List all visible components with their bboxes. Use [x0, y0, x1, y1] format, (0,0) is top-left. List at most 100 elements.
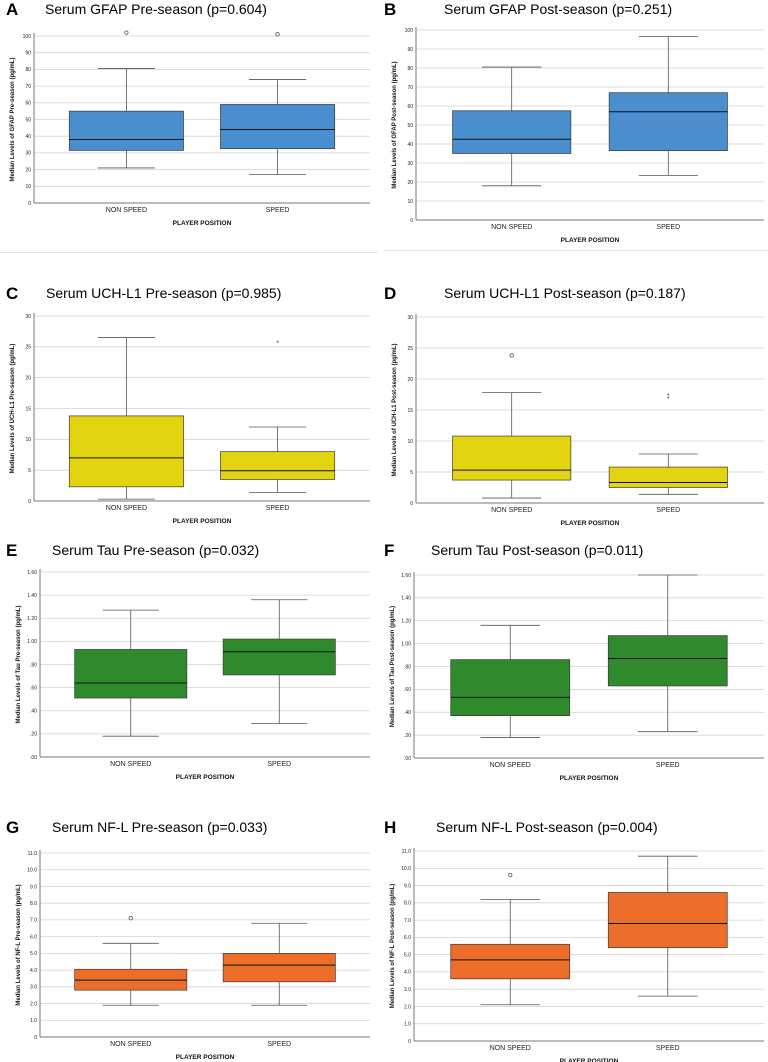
x-category-label: NON SPEED	[490, 1045, 531, 1052]
panel-separator	[0, 252, 378, 253]
box-speed	[222, 953, 336, 983]
outlier-non-speed	[509, 353, 514, 358]
chart-title: Serum UCH-L1 Post-season (p=0.187)	[444, 285, 686, 301]
y-tick-label: 40	[25, 134, 31, 140]
y-tick-label: 10	[407, 199, 413, 205]
panel-letter: H	[384, 818, 397, 837]
box-speed	[220, 104, 336, 150]
y-tick-label: 60	[25, 101, 31, 107]
box-non-speed	[68, 110, 184, 151]
y-axis-title: Median Levels of Tau Pre-season (pg/mL)	[16, 606, 22, 724]
y-tick-label: 10	[25, 184, 31, 190]
y-tick-label: 1.60	[27, 570, 37, 576]
panel-c: C Serum UCH-L1 Pre-season (p=0.985) 0 5 10 15…	[0, 280, 378, 530]
y-axis-title: Median Levels of GFAP Pre-season (pg/mL)	[10, 58, 16, 182]
y-tick-label: 20	[407, 377, 413, 383]
x-category-label: SPEED	[656, 762, 680, 769]
panel-e: E Serum Tau Pre-season (p=0.032) .00 .20 .40…	[0, 537, 378, 787]
y-tick-label: 30	[407, 161, 413, 167]
y-tick-label: 100	[23, 34, 32, 40]
box-non-speed	[452, 110, 572, 154]
y-tick-label: 5	[28, 468, 31, 474]
y-tick-label: 80	[25, 67, 31, 73]
panel-letter: A	[6, 0, 19, 19]
box-speed	[608, 92, 728, 151]
y-axis-title: Median Levels of UCH-L1 Post-season (pg/…	[392, 343, 398, 476]
y-tick-label: 1.40	[27, 593, 37, 599]
chart-svg: 0 10 20 30 40 50 60 70 80 90 100 NON SPEED SPEED PLAY…	[392, 27, 764, 244]
box-non-speed	[452, 435, 572, 481]
y-tick-label: .40	[404, 710, 411, 716]
chart-title: Serum Tau Post-season (p=0.011)	[431, 542, 644, 558]
y-tick-label: 3.0	[404, 987, 411, 993]
panel-h: H Serum NF-L Post-season (p=0.004) 0 1.0 2.0…	[384, 818, 768, 1062]
y-tick-label: 15	[25, 406, 31, 412]
y-tick-label: 1.40	[401, 596, 411, 602]
outlier-speed: *	[276, 341, 279, 348]
y-tick-label: 20	[407, 180, 413, 186]
y-tick-label: 5.0	[404, 952, 411, 958]
panel-b: B Serum GFAP Post-season (p=0.251) 0 10 20 30…	[384, 0, 768, 258]
x-category-label: NON SPEED	[491, 224, 532, 231]
panel-d: D Serum UCH-L1 Post-season (p=0.187) 0 5 10 1…	[384, 280, 768, 530]
y-tick-label: 0	[410, 218, 413, 224]
x-axis-title: PLAYER POSITION	[176, 1054, 235, 1061]
x-category-label: NON SPEED	[110, 761, 151, 768]
chart-title: Serum NF-L Post-season (p=0.004)	[436, 819, 658, 835]
y-tick-label: 0	[28, 201, 31, 207]
y-tick-label: 20	[25, 167, 31, 173]
box-non-speed	[450, 943, 571, 980]
y-tick-label: 70	[25, 84, 31, 90]
y-tick-label: 30	[407, 315, 413, 321]
box-speed	[607, 892, 728, 949]
panel-g: G Serum NF-L Pre-season (p=0.033) 0 1.0 2.0 3…	[0, 818, 378, 1062]
x-category-label: SPEED	[266, 207, 290, 214]
y-tick-label: 50	[25, 117, 31, 123]
y-tick-label: 2.0	[30, 1001, 37, 1007]
y-tick-label: 9.0	[404, 883, 411, 889]
panel-letter: D	[384, 284, 397, 303]
panel-f: F Serum Tau Post-season (p=0.011) .00 .20 .4…	[384, 537, 768, 787]
y-tick-label: 4.0	[404, 970, 411, 976]
y-tick-label: 30	[25, 151, 31, 157]
y-tick-label: 2.0	[404, 1004, 411, 1010]
box-speed	[607, 635, 728, 687]
y-tick-label: 60	[407, 104, 413, 110]
y-tick-label: 30	[25, 314, 31, 320]
x-axis-title: PLAYER POSITION	[561, 237, 620, 244]
y-tick-label: 0	[34, 1035, 37, 1041]
y-tick-label: 90	[25, 51, 31, 57]
box-speed	[220, 451, 336, 480]
panel-separator	[384, 250, 768, 251]
y-tick-label: 40	[407, 142, 413, 148]
y-tick-label: 8.0	[404, 901, 411, 907]
x-axis-title: PLAYER POSITION	[173, 220, 232, 227]
y-axis-title: Median Levels of NF-L Pre-season (pg/mL)	[16, 884, 22, 1005]
box-non-speed	[450, 659, 571, 717]
box-speed	[608, 466, 728, 488]
x-category-label: SPEED	[267, 1041, 291, 1048]
y-tick-label: 7.0	[30, 918, 37, 924]
y-tick-label: 1.20	[401, 619, 411, 625]
x-category-label: NON SPEED	[491, 507, 532, 514]
y-tick-label: 1.00	[401, 641, 411, 647]
chart-svg: 0 1.0 2.0 3.0 4.0 5.0 6.0 7.0 8.0 9.0 10.0 11.0 NON …	[16, 850, 370, 1061]
y-tick-label: 3.0	[30, 985, 37, 991]
outlier-speed: *	[667, 393, 670, 400]
panel-letter: F	[384, 541, 395, 560]
outlier-speed	[275, 32, 280, 37]
chart-svg: 0 10 20 30 40 50 60 70 80 90 100 NON SPEED SPEED PLAY…	[10, 30, 370, 227]
y-tick-label: 0	[408, 1039, 411, 1045]
y-tick-label: .40	[30, 709, 37, 715]
chart-title: Serum GFAP Pre-season (p=0.604)	[45, 1, 267, 17]
x-axis-title: PLAYER POSITION	[561, 520, 620, 527]
box-speed	[222, 638, 336, 676]
y-tick-label: 15	[407, 408, 413, 414]
y-tick-label: 10	[407, 439, 413, 445]
x-axis-title: PLAYER POSITION	[173, 518, 232, 525]
y-tick-label: 1.60	[401, 573, 411, 579]
panel-a: A Serum GFAP Pre-season (p=0.604) 0 10 20 30 4…	[0, 0, 378, 258]
outlier-non-speed	[508, 873, 513, 878]
x-category-label: SPEED	[656, 1045, 680, 1052]
